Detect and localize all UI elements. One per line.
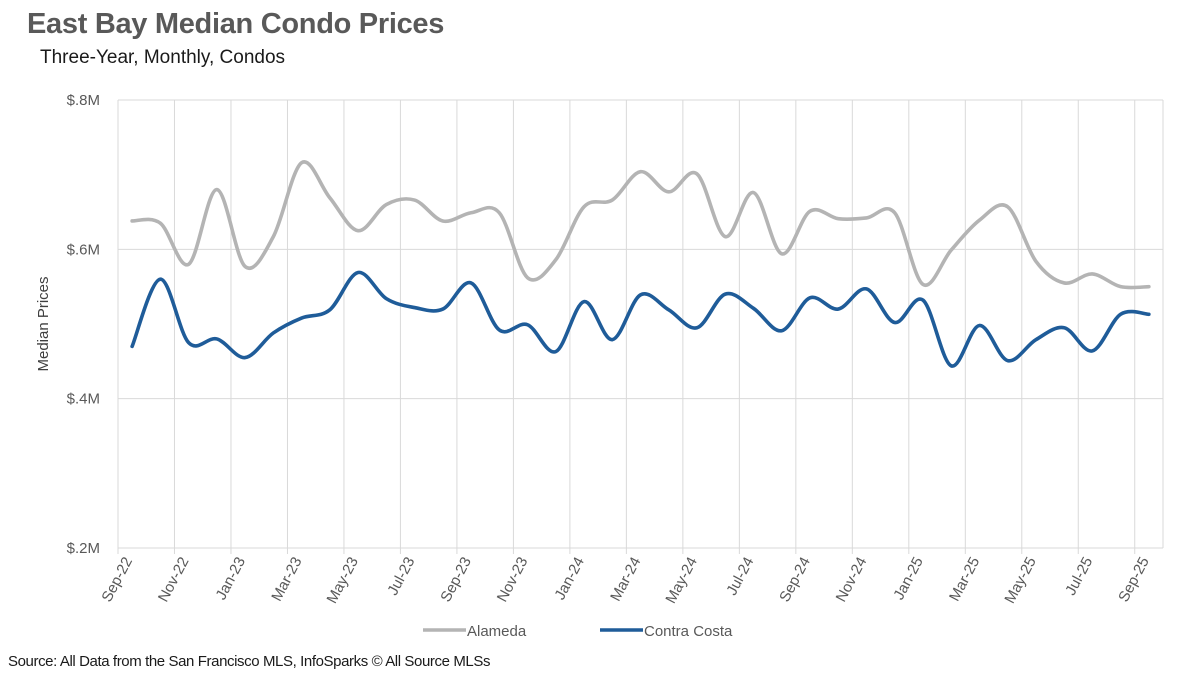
x-tick-label: Mar-25 [946, 554, 983, 604]
x-tick-label: May-25 [1001, 554, 1039, 606]
chart-title: East Bay Median Condo Prices [27, 8, 445, 40]
legend-label: Alameda [467, 623, 527, 640]
x-tick-label: Nov-23 [494, 554, 532, 605]
y-tick-label: $.2M [67, 540, 100, 557]
x-tick-label: May-24 [662, 554, 700, 606]
chart-subtitle: Three-Year, Monthly, Condos [40, 47, 286, 68]
x-axis-ticks: Sep-22 Nov-22 Jan-23 Mar-23 May-23 Jul-23 Sep-… [98, 554, 1152, 606]
x-tick-label: Jan-23 [212, 554, 249, 602]
x-tick-label: Mar-24 [607, 554, 644, 604]
y-tick-label: $.4M [67, 391, 100, 408]
x-tick-label: Sep-23 [437, 554, 475, 605]
x-tick-label: Mar-23 [268, 554, 305, 604]
x-tick-label: Nov-24 [833, 554, 871, 605]
x-tick-label: Jul-23 [384, 554, 418, 598]
x-tick-label: Jan-25 [890, 554, 927, 602]
gridlines [117, 99, 1164, 554]
series-lines [130, 160, 1151, 368]
x-tick-label: Sep-25 [1115, 554, 1153, 605]
legend: Alameda Contra Costa [423, 623, 733, 640]
x-tick-label: May-23 [324, 554, 362, 606]
source-note: Source: All Data from the San Francisco … [8, 653, 491, 670]
y-tick-label: $.6M [67, 241, 100, 258]
y-axis-title: Median Prices [35, 276, 52, 371]
x-tick-label: Jul-25 [1062, 554, 1096, 598]
x-tick-label: Jul-24 [723, 554, 757, 598]
legend-item: Alameda [423, 623, 527, 640]
x-tick-label: Nov-22 [155, 554, 193, 605]
series-line-contra-costa [130, 270, 1151, 368]
y-axis-ticks: $.2M $.4M $.6M $.8M [67, 92, 100, 557]
y-tick-label: $.8M [67, 92, 100, 109]
x-tick-label: Sep-22 [98, 554, 136, 605]
legend-item: Contra Costa [600, 623, 733, 640]
legend-label: Contra Costa [644, 623, 733, 640]
x-tick-label: Sep-24 [776, 554, 814, 605]
x-tick-label: Jan-24 [551, 554, 588, 602]
series-line-alameda [130, 160, 1151, 290]
